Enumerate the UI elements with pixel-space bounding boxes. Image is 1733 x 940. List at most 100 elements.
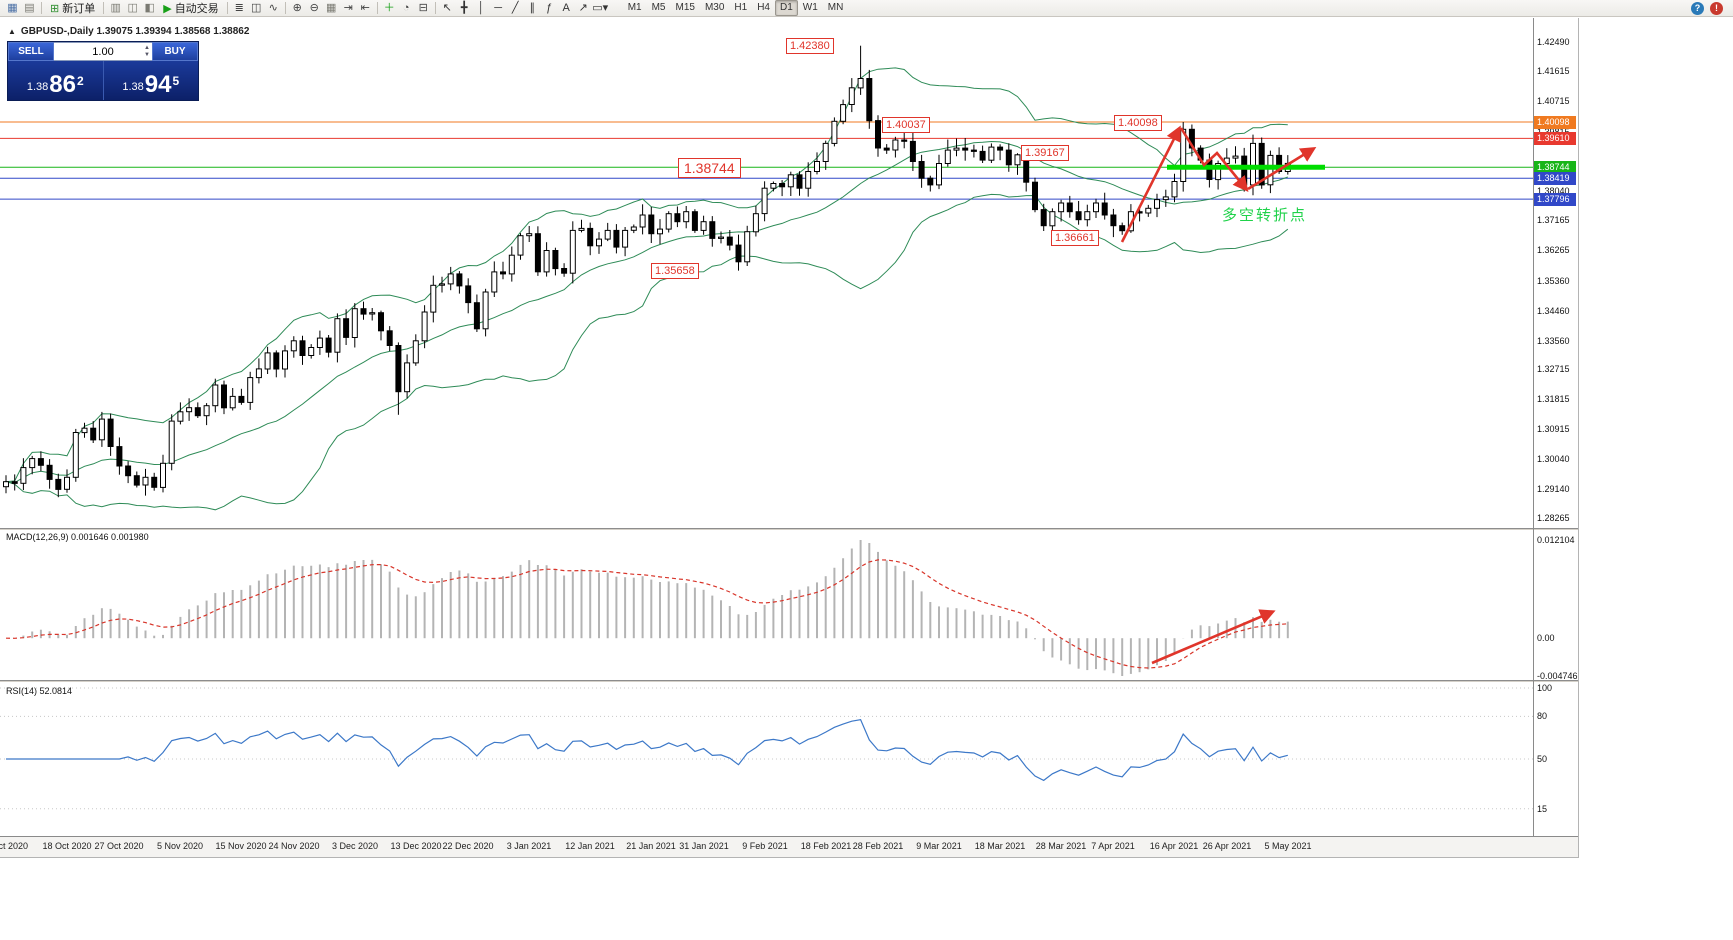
rsi-chart[interactable] <box>0 682 1533 836</box>
timeframe-m15[interactable]: M15 <box>675 2 695 13</box>
chart-window-right-edge <box>1578 18 1579 858</box>
alert-icon[interactable]: ! <box>1710 1 1723 15</box>
price-chart[interactable] <box>0 18 1533 528</box>
sell-price-pip: 2 <box>76 74 84 88</box>
macd-label: MACD(12,26,9) 0.001646 0.001980 <box>6 532 149 542</box>
pane-separator[interactable] <box>0 680 1578 682</box>
crosshair-icon[interactable]: ╋ <box>460 1 468 14</box>
date-axis-tick: 26 Apr 2021 <box>1202 841 1252 851</box>
price-axis-border <box>1533 18 1534 836</box>
navigator-icon[interactable]: ◧ <box>144 1 155 14</box>
templates-icon[interactable]: ⊟ <box>418 1 428 14</box>
toolbar-separator <box>103 2 105 14</box>
price-axis-tick: 1.39815 <box>1537 127 1570 137</box>
rsi-axis-level: 80 <box>1537 711 1548 722</box>
vertical-line-icon[interactable]: │ <box>477 1 485 14</box>
new-order-icon: ⊞ <box>50 2 60 15</box>
chart-shift-icon[interactable]: ⇤ <box>360 1 370 14</box>
spinner-down-icon[interactable]: ▼ <box>144 52 150 58</box>
toolbar-separator <box>434 2 436 14</box>
macd-chart[interactable] <box>0 530 1533 680</box>
price-axis-tick: 1.31815 <box>1537 394 1570 405</box>
tile-windows-icon[interactable]: ▦ <box>325 1 337 14</box>
zoom-in-icon[interactable]: ⊕ <box>292 1 302 14</box>
auto-scroll-icon[interactable]: ⇥ <box>343 1 353 14</box>
price-axis-tick: 1.37165 <box>1537 215 1570 226</box>
price-axis-tick: 1.34460 <box>1537 305 1570 316</box>
toolbar-separator <box>226 2 228 14</box>
price-axis-badge: 1.40098 <box>1534 115 1576 129</box>
timeframe-mn[interactable]: MN <box>827 2 844 13</box>
sell-price[interactable]: 1.38 86 2 <box>8 61 103 100</box>
toolbar-separator <box>284 2 286 14</box>
shapes-icon[interactable]: ▭▾ <box>592 1 609 14</box>
arrows-icon[interactable]: ↗ <box>578 1 588 14</box>
price-annotation[interactable]: 1.39167 <box>1021 145 1069 161</box>
timeframe-m30[interactable]: M30 <box>704 2 725 13</box>
chart-ohlc-header: ▲ GBPUSD-,Daily 1.39075 1.39394 1.38568 … <box>8 26 249 37</box>
price-axis-tick: 1.41615 <box>1537 66 1570 77</box>
volume-input[interactable]: 1.00 ▲ ▼ <box>54 42 152 61</box>
text-icon[interactable]: A <box>562 1 570 14</box>
price-axis-badge: 1.37796 <box>1534 192 1576 206</box>
price-axis-tick: 1.30915 <box>1537 424 1570 435</box>
rsi-axis-level: 50 <box>1537 754 1548 764</box>
price-annotation[interactable]: 1.35658 <box>651 263 699 279</box>
timeframe-m5[interactable]: M5 <box>651 2 666 13</box>
price-annotation[interactable]: 1.40037 <box>882 117 930 133</box>
price-axis-badge: 1.38744 <box>1534 160 1576 174</box>
timeframe-w1[interactable]: W1 <box>802 2 818 13</box>
date-axis-tick: 15 Nov 2020 <box>215 841 267 851</box>
date-axis-tick: 31 Jan 2021 <box>679 841 729 851</box>
date-axis-tick: 5 May 2021 <box>1264 841 1312 851</box>
pane-separator[interactable] <box>0 528 1578 530</box>
data-window-icon[interactable]: ◫ <box>127 1 138 14</box>
one-click-collapse-arrow[interactable]: ▲ <box>8 27 16 36</box>
spinner-up-icon[interactable]: ▲ <box>144 45 150 51</box>
price-annotation[interactable]: 1.40098 <box>1114 115 1162 131</box>
horizontal-line-icon[interactable]: ─ <box>494 1 503 14</box>
sell-price-main: 86 <box>49 71 76 98</box>
timeframe-m1[interactable]: M1 <box>627 2 642 13</box>
price-axis-tick: 1.29140 <box>1537 483 1570 494</box>
macd-axis-min: -0.004746 <box>1537 671 1578 681</box>
periods-icon[interactable]: ◔ <box>402 1 410 14</box>
date-axis-tick: 28 Mar 2021 <box>1035 841 1087 851</box>
candlestick-chart-icon[interactable]: ◫ <box>250 1 262 14</box>
new-order-button[interactable]: ⊞ 新订单 <box>45 0 100 16</box>
price-divider <box>102 61 104 100</box>
price-axis-tick: 1.35360 <box>1537 275 1570 286</box>
sell-button[interactable]: SELL <box>8 42 54 61</box>
timeframe-d1[interactable]: D1 <box>775 0 798 16</box>
trendline-icon[interactable]: ╱ <box>511 1 519 14</box>
timeframe-h1[interactable]: H1 <box>734 2 748 13</box>
toolbar-separator <box>376 2 378 14</box>
new-chart-icon[interactable]: ▦ <box>7 1 18 14</box>
timeframe-h4[interactable]: H4 <box>757 2 770 13</box>
channel-icon[interactable]: ∥ <box>529 1 535 14</box>
help-icon[interactable]: ? <box>1691 1 1704 15</box>
price-axis-tick: 1.30040 <box>1537 453 1570 464</box>
price-annotation[interactable]: 1.42380 <box>786 38 834 54</box>
fibonacci-icon[interactable]: ƒ <box>546 1 553 14</box>
indicators-icon[interactable]: ＋ <box>383 1 395 14</box>
macd-axis-zero: 0.00 <box>1537 633 1555 644</box>
bar-chart-icon[interactable]: ≣ <box>234 1 244 14</box>
price-annotation[interactable]: 1.38744 <box>678 158 741 178</box>
cursor-icon[interactable]: ↖ <box>442 1 452 14</box>
market-watch-icon[interactable]: ▥ <box>110 1 121 14</box>
line-chart-icon[interactable]: ∿ <box>268 1 278 14</box>
zoom-out-icon[interactable]: ⊖ <box>309 1 319 14</box>
buy-price[interactable]: 1.38 94 5 <box>104 61 199 100</box>
volume-spinner[interactable]: ▲ ▼ <box>144 45 150 59</box>
volume-value: 1.00 <box>92 45 114 58</box>
price-axis-tick: 1.38040 <box>1537 185 1570 196</box>
profiles-icon[interactable]: ▤ <box>24 1 35 14</box>
bull-bear-turning-point-note[interactable]: 多空转折点 <box>1222 207 1308 224</box>
price-annotation[interactable]: 1.36661 <box>1051 230 1099 246</box>
autotrading-button[interactable]: ▶ 自动交易 <box>158 0 223 16</box>
date-axis-tick: 9 Feb 2021 <box>742 841 788 851</box>
buy-button[interactable]: BUY <box>152 42 198 61</box>
macd-axis-max: 0.012104 <box>1537 535 1575 545</box>
